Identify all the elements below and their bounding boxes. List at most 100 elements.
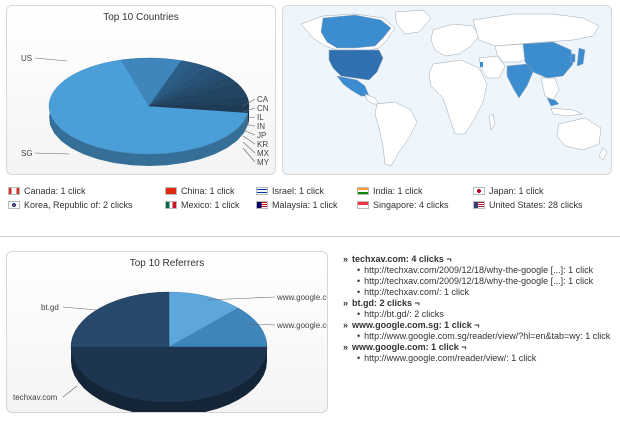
map-malaysia <box>546 97 560 107</box>
pie-slice-www.google.com.sg[interactable] <box>168 291 239 348</box>
pie-leader-line <box>242 123 256 127</box>
legend-item-japan[interactable]: Japan: 1 click <box>473 186 544 198</box>
legend-label: Israel: 1 click <box>272 186 325 196</box>
map-middle-east <box>478 55 506 79</box>
map-southeast-asia <box>540 77 560 101</box>
legend-label: Singapore: 4 clicks <box>373 200 449 210</box>
map-usa <box>328 49 384 81</box>
legend-label: United States: 28 clicks <box>489 200 583 210</box>
legend-item-mexico[interactable]: Mexico: 1 click <box>165 200 240 212</box>
pie-label-bt.gd: bt.gd <box>41 303 59 312</box>
legend-item-china[interactable]: China: 1 click <box>165 186 235 198</box>
countries-chart-panel: Top 10 Countries US SG CA CN IL IN JP KR MX MY <box>6 5 276 175</box>
pie-label-www.google.com: www.google.com <box>276 321 327 330</box>
world-map <box>300 9 608 167</box>
pie-label-CA: CA <box>257 95 269 104</box>
legend-label: India: 1 click <box>373 186 423 196</box>
pie-label-www.google.com.sg: www.google.com.sg <box>276 293 327 302</box>
legend-item-malaysia[interactable]: Malaysia: 1 click <box>256 200 338 212</box>
map-greenland <box>394 9 432 35</box>
pie-label-IL: IL <box>257 113 264 122</box>
map-japan <box>576 47 586 67</box>
pie-leader-line <box>242 98 256 107</box>
map-korea <box>570 53 576 63</box>
pie-label-CN: CN <box>257 104 269 113</box>
pie-leader-line <box>242 141 256 154</box>
referrers-chart-panel: Top 10 Referrers www.google.com.sgwww.go… <box>6 251 328 413</box>
countries-chart-title: Top 10 Countries <box>103 12 179 23</box>
legend-label: Japan: 1 click <box>489 186 544 196</box>
pie-leader-line <box>242 116 256 119</box>
legend-label: Malaysia: 1 click <box>272 200 338 210</box>
map-madagascar <box>488 113 496 131</box>
malaysia-flag-icon <box>256 201 268 209</box>
pie-slice-techxav.com[interactable] <box>70 346 268 403</box>
referrer-url[interactable]: http://www.google.com.sg/reader/view/?hl… <box>343 331 618 342</box>
japan-flag-icon <box>473 187 485 195</box>
pie-leader-line <box>242 147 256 163</box>
singapore-flag-icon <box>357 201 369 209</box>
map-india <box>506 63 534 99</box>
map-russia <box>472 13 600 47</box>
pie-label-US: US <box>21 54 32 63</box>
map-central-america <box>364 93 380 105</box>
map-australia <box>556 117 602 151</box>
legend-item-korea[interactable]: Korea, Republic of: 2 clicks <box>8 200 133 212</box>
referrer-url[interactable]: http://techxav.com/2009/12/18/why-the-go… <box>343 276 618 287</box>
pie-leader-line <box>34 57 68 62</box>
legend-label: Mexico: 1 click <box>181 200 240 210</box>
legend-label: Canada: 1 click <box>24 186 86 196</box>
map-south-america <box>374 101 418 167</box>
pie-label-KR: KR <box>257 140 268 149</box>
legend-item-singapore[interactable]: Singapore: 4 clicks <box>357 200 449 212</box>
referrer-list: techxav.com: 4 clicks ¬ http://techxav.c… <box>343 254 618 364</box>
world-map-panel <box>282 5 612 175</box>
pie-label-IN: IN <box>257 122 265 131</box>
map-mexico <box>336 75 370 97</box>
pie-label-JP: JP <box>257 131 266 140</box>
pie-label-MY: MY <box>257 158 270 167</box>
referrer-domain[interactable]: www.google.com.sg: 1 click ¬ <box>343 320 618 331</box>
korea-flag-icon <box>8 201 20 209</box>
canada-flag-icon <box>8 187 20 195</box>
referrer-domain[interactable]: bt.gd: 2 clicks ¬ <box>343 298 618 309</box>
legend-item-united-states[interactable]: United States: 28 clicks <box>473 200 583 212</box>
referrer-domain[interactable]: www.google.com: 1 click ¬ <box>343 342 618 353</box>
legend-item-india[interactable]: India: 1 click <box>357 186 423 198</box>
pie-slice-MY[interactable] <box>148 105 250 113</box>
china-flag-icon <box>165 187 177 195</box>
israel-flag-icon <box>256 187 268 195</box>
referrers-pie-chart: www.google.com.sg www.google.com techxav.c… <box>13 291 327 412</box>
pie-leader-line <box>34 152 70 155</box>
map-israel <box>480 62 483 67</box>
pie-side-techxav.com <box>71 347 267 412</box>
map-europe <box>430 23 480 57</box>
referrer-url[interactable]: http://techxav.com/: 1 click <box>343 287 618 298</box>
pie-leader-line <box>242 135 256 145</box>
pie-label-SG: SG <box>21 149 33 158</box>
india-flag-icon <box>357 187 369 195</box>
referrer-url[interactable]: http://bt.gd/: 2 clicks <box>343 309 618 320</box>
legend-item-israel[interactable]: Israel: 1 click <box>256 186 324 198</box>
pie-slice-bt.gd[interactable] <box>70 291 170 348</box>
referrer-domain[interactable]: techxav.com: 4 clicks ¬ <box>343 254 618 265</box>
usa-flag-icon <box>473 201 485 209</box>
pie-leader-line <box>62 385 78 398</box>
legend-label: Korea, Republic of: 2 clicks <box>24 200 133 210</box>
pie-slice-www.google.com[interactable] <box>168 307 268 348</box>
referrer-url[interactable]: http://www.google.com/reader/view/: 1 cl… <box>343 353 618 364</box>
pie-label-techxav.com: techxav.com <box>13 393 58 402</box>
section-divider <box>0 236 620 237</box>
pie-slice-US[interactable] <box>48 59 249 155</box>
mexico-flag-icon <box>165 201 177 209</box>
pie-leader-line <box>206 296 276 301</box>
referrer-url[interactable]: http://techxav.com/2009/12/18/why-the-go… <box>343 265 618 276</box>
map-canada-highlight <box>320 14 392 49</box>
legend-item-canada[interactable]: Canada: 1 click <box>8 186 86 198</box>
map-africa <box>428 59 488 135</box>
pie-label-MX: MX <box>257 149 270 158</box>
pie-leader-line <box>242 129 256 136</box>
pie-leader-line <box>242 107 256 113</box>
map-indonesia <box>550 107 584 117</box>
